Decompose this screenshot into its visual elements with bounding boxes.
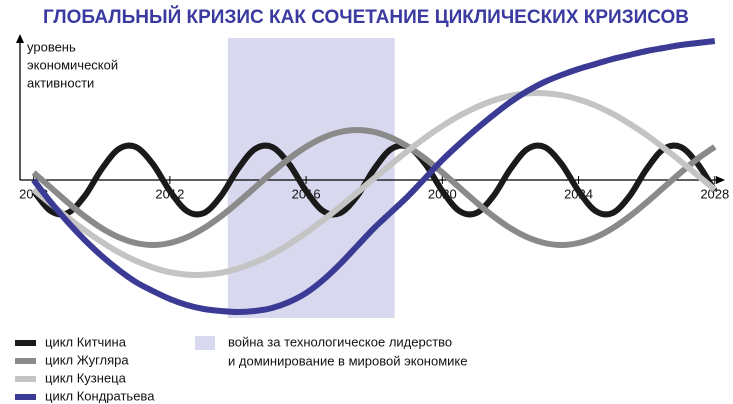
- y-axis-arrow: [16, 34, 24, 43]
- series-line: [31, 142, 718, 218]
- legend-label: цикл Кузнеца: [45, 370, 127, 385]
- chart-title: ГЛОБАЛЬНЫЙ КРИЗИС КАК СОЧЕТАНИЕ ЦИКЛИЧЕС…: [43, 6, 689, 28]
- legend-label: цикл Жугляра: [45, 352, 129, 367]
- x-axis-arrow: [716, 176, 725, 184]
- y-axis-label: активности: [27, 75, 94, 90]
- legend-label: цикл Кондратьева: [45, 388, 155, 403]
- y-axis-label: уровень: [27, 39, 76, 54]
- series-line: [31, 126, 717, 249]
- x-tick-label: 2028: [700, 186, 729, 201]
- legend-swatch: [195, 336, 215, 350]
- legend-label: и доминирование в мировой экономике: [228, 353, 467, 368]
- legend-label: цикл Китчина: [45, 334, 127, 349]
- y-axis-label: экономической: [27, 57, 118, 72]
- series-line: [31, 38, 716, 316]
- series-line: [31, 90, 717, 278]
- legend-label: война за технологическое лидерство: [228, 334, 452, 349]
